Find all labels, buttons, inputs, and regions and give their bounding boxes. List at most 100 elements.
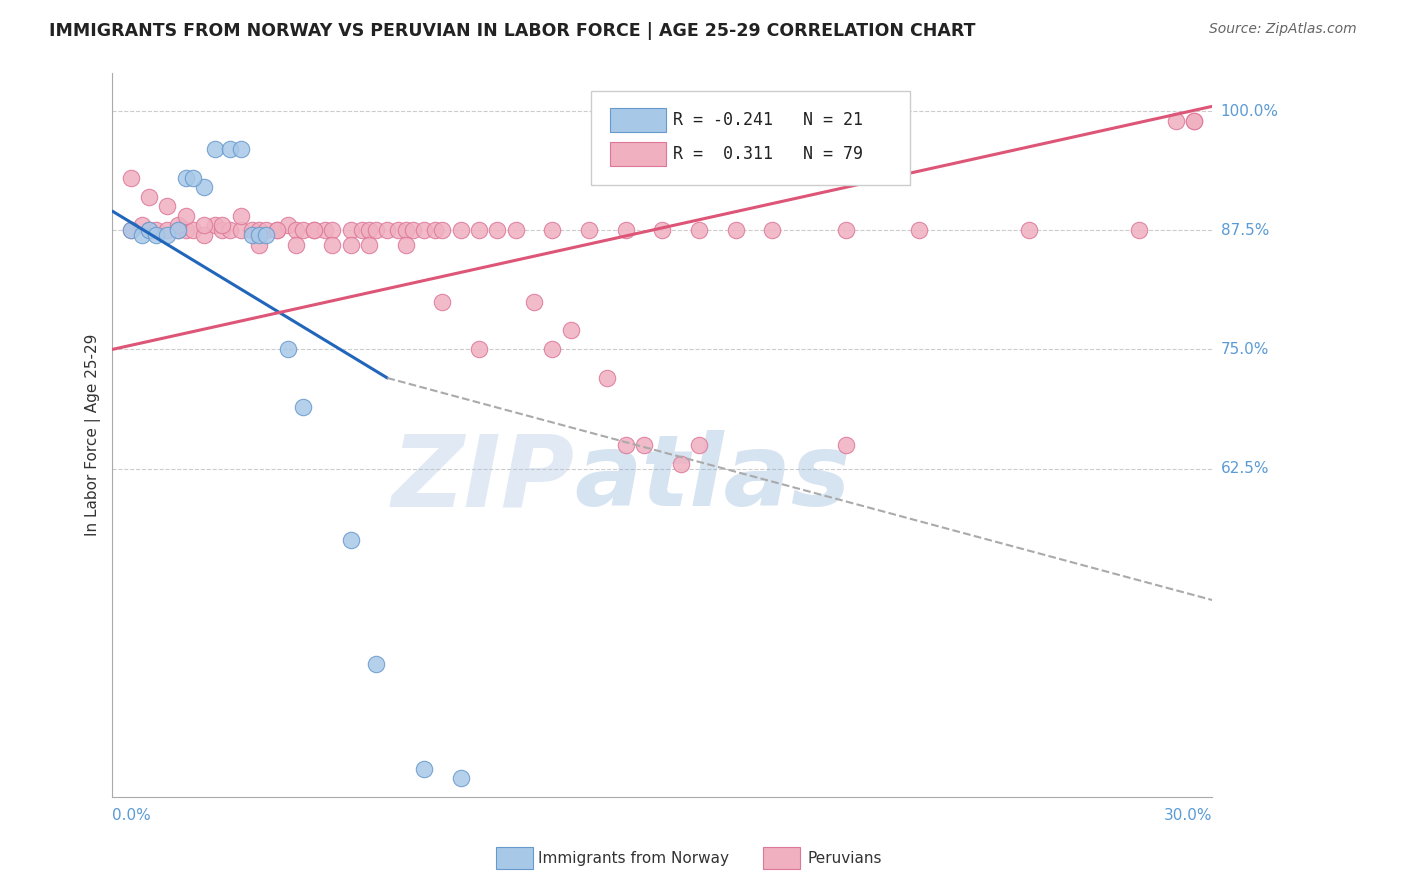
Point <box>229 223 252 237</box>
Point <box>174 170 197 185</box>
Point <box>366 657 388 671</box>
Point <box>247 237 270 252</box>
Point <box>277 343 299 357</box>
Point <box>167 223 190 237</box>
Point <box>578 223 600 237</box>
Text: atlas: atlas <box>574 430 851 527</box>
Point <box>395 237 418 252</box>
Point <box>761 223 783 237</box>
Text: 30.0%: 30.0% <box>1164 808 1212 823</box>
Point <box>468 223 491 237</box>
Point <box>292 400 315 414</box>
Point <box>218 223 240 237</box>
Point <box>633 438 655 452</box>
Point <box>423 223 446 237</box>
Point <box>505 223 527 237</box>
Point <box>321 237 343 252</box>
Point <box>614 438 637 452</box>
Point <box>413 223 436 237</box>
Point <box>156 223 179 237</box>
Point <box>1182 113 1205 128</box>
Text: Immigrants from Norway: Immigrants from Norway <box>538 851 730 865</box>
Point <box>432 223 454 237</box>
Point <box>266 223 288 237</box>
Point <box>302 223 325 237</box>
Point <box>366 223 388 237</box>
Point <box>211 219 233 233</box>
Point <box>247 223 270 237</box>
Point <box>413 762 436 776</box>
Point <box>229 142 252 156</box>
Point <box>284 223 307 237</box>
Point <box>560 323 582 337</box>
Text: 75.0%: 75.0% <box>1220 342 1268 357</box>
Point <box>523 294 546 309</box>
Point <box>138 223 160 237</box>
Point <box>688 438 710 452</box>
Point <box>292 223 315 237</box>
Text: R = -0.241   N = 21: R = -0.241 N = 21 <box>673 112 863 129</box>
Point <box>1018 223 1040 237</box>
Point <box>377 223 399 237</box>
Point <box>156 199 179 213</box>
Point <box>669 457 692 471</box>
Point <box>193 180 215 194</box>
Point <box>266 223 288 237</box>
Point <box>120 223 142 237</box>
Point <box>131 227 153 242</box>
Point <box>284 237 307 252</box>
Point <box>834 438 856 452</box>
FancyBboxPatch shape <box>610 108 665 132</box>
Point <box>450 223 472 237</box>
Point <box>314 223 336 237</box>
Point <box>240 223 263 237</box>
Point <box>302 223 325 237</box>
Point <box>204 142 226 156</box>
Point <box>181 223 204 237</box>
FancyBboxPatch shape <box>591 91 910 186</box>
Point <box>541 343 564 357</box>
Point <box>229 209 252 223</box>
Point <box>193 219 215 233</box>
Point <box>254 223 277 237</box>
Point <box>131 219 153 233</box>
Point <box>277 219 299 233</box>
Point <box>167 223 190 237</box>
Point <box>1164 113 1187 128</box>
Point <box>1128 223 1150 237</box>
Text: Source: ZipAtlas.com: Source: ZipAtlas.com <box>1209 22 1357 37</box>
Text: Peruvians: Peruvians <box>807 851 882 865</box>
Text: 100.0%: 100.0% <box>1220 103 1278 119</box>
Text: IMMIGRANTS FROM NORWAY VS PERUVIAN IN LABOR FORCE | AGE 25-29 CORRELATION CHART: IMMIGRANTS FROM NORWAY VS PERUVIAN IN LA… <box>49 22 976 40</box>
Point <box>357 223 380 237</box>
FancyBboxPatch shape <box>610 142 665 167</box>
Text: R =  0.311   N = 79: R = 0.311 N = 79 <box>673 145 863 163</box>
Point <box>145 223 167 237</box>
Point <box>688 223 710 237</box>
Point <box>247 227 270 242</box>
Point <box>651 223 673 237</box>
Point <box>120 170 142 185</box>
Point <box>240 227 263 242</box>
Point <box>174 223 197 237</box>
Point <box>402 223 425 237</box>
Text: ZIP: ZIP <box>391 430 574 527</box>
Point <box>357 237 380 252</box>
Point <box>541 223 564 237</box>
Point <box>596 371 619 385</box>
Point <box>321 223 343 237</box>
Point <box>174 209 197 223</box>
Point <box>1182 113 1205 128</box>
Point <box>834 223 856 237</box>
Point <box>145 227 167 242</box>
Point <box>211 223 233 237</box>
Text: 62.5%: 62.5% <box>1220 461 1270 476</box>
Point <box>432 294 454 309</box>
Point <box>193 227 215 242</box>
Point <box>138 190 160 204</box>
Point <box>204 219 226 233</box>
Point <box>181 170 204 185</box>
Point <box>350 223 373 237</box>
Point <box>156 227 179 242</box>
Point <box>254 227 277 242</box>
